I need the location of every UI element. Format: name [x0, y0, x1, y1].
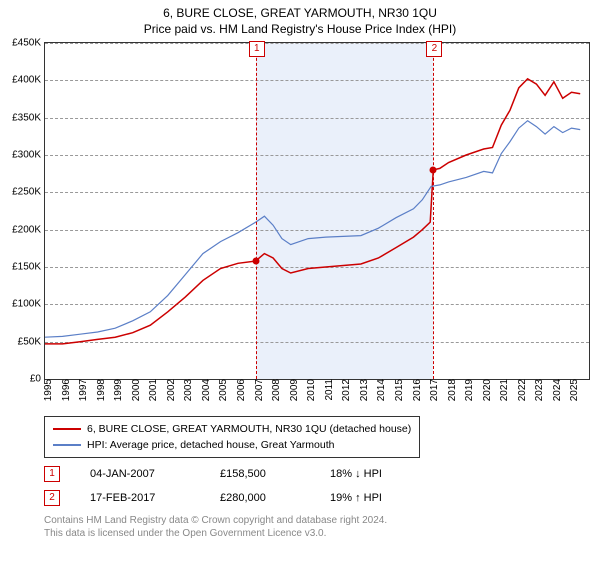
y-axis-label: £250K: [12, 187, 45, 198]
x-axis-label: 2008: [269, 379, 282, 401]
legend-swatch: [53, 444, 81, 446]
footer-line-1: Contains HM Land Registry data © Crown c…: [44, 514, 590, 527]
chart-title: 6, BURE CLOSE, GREAT YARMOUTH, NR30 1QU: [0, 6, 600, 20]
x-axis-label: 2017: [427, 379, 440, 401]
x-axis-label: 1995: [41, 379, 54, 401]
x-axis-label: 2012: [339, 379, 352, 401]
legend-label: HPI: Average price, detached house, Grea…: [87, 437, 334, 453]
transaction-hpi-diff: 18% ↓ HPI: [330, 468, 420, 480]
footer-attribution: Contains HM Land Registry data © Crown c…: [44, 514, 590, 540]
x-axis-label: 2010: [304, 379, 317, 401]
x-axis-label: 2005: [216, 379, 229, 401]
plot-region: £0£50K£100K£150K£200K£250K£300K£350K£400…: [44, 42, 590, 380]
transaction-price: £158,500: [220, 468, 300, 480]
x-axis-label: 2001: [146, 379, 159, 401]
chart-subtitle: Price paid vs. HM Land Registry's House …: [0, 22, 600, 36]
x-axis-label: 2020: [480, 379, 493, 401]
transaction-number-box: 2: [44, 490, 60, 506]
x-axis-label: 1996: [59, 379, 72, 401]
legend-item: HPI: Average price, detached house, Grea…: [53, 437, 411, 453]
x-axis-label: 2000: [129, 379, 142, 401]
x-axis-label: 1997: [76, 379, 89, 401]
y-axis-label: £450K: [12, 38, 45, 49]
y-axis-label: £100K: [12, 299, 45, 310]
x-axis-label: 2007: [252, 379, 265, 401]
series-lines: [45, 43, 589, 379]
x-axis-label: 2021: [497, 379, 510, 401]
legend-item: 6, BURE CLOSE, GREAT YARMOUTH, NR30 1QU …: [53, 421, 411, 437]
x-axis-label: 2006: [234, 379, 247, 401]
transaction-marker-line: 2: [433, 43, 434, 379]
x-axis-label: 2024: [550, 379, 563, 401]
x-axis-label: 2025: [567, 379, 580, 401]
x-axis-label: 2014: [374, 379, 387, 401]
x-axis-label: 2015: [392, 379, 405, 401]
transaction-marker-box: 2: [426, 41, 442, 57]
x-axis-label: 1998: [94, 379, 107, 401]
x-axis-label: 2019: [462, 379, 475, 401]
legend: 6, BURE CLOSE, GREAT YARMOUTH, NR30 1QU …: [44, 416, 420, 458]
y-axis-label: £50K: [18, 336, 45, 347]
x-axis-label: 2004: [199, 379, 212, 401]
y-axis-label: £300K: [12, 150, 45, 161]
transaction-price: £280,000: [220, 492, 300, 504]
transaction-date: 04-JAN-2007: [90, 468, 190, 480]
x-axis-label: 2016: [410, 379, 423, 401]
transactions-table: 1 04-JAN-2007 £158,500 18% ↓ HPI 2 17-FEB-201…: [44, 466, 590, 506]
transaction-dot: [252, 257, 259, 264]
x-axis-label: 2023: [532, 379, 545, 401]
y-axis-label: £200K: [12, 224, 45, 235]
x-axis-label: 2009: [287, 379, 300, 401]
y-axis-label: £400K: [12, 75, 45, 86]
x-axis-label: 2022: [515, 379, 528, 401]
x-axis-label: 2013: [357, 379, 370, 401]
series-price_paid: [45, 79, 580, 344]
transaction-row: 2 17-FEB-2017 £280,000 19% ↑ HPI: [44, 490, 590, 506]
transaction-hpi-diff: 19% ↑ HPI: [330, 492, 420, 504]
x-axis-label: 2002: [164, 379, 177, 401]
transaction-number-box: 1: [44, 466, 60, 482]
legend-swatch: [53, 428, 81, 430]
chart-area: £0£50K£100K£150K£200K£250K£300K£350K£400…: [44, 42, 590, 380]
legend-label: 6, BURE CLOSE, GREAT YARMOUTH, NR30 1QU …: [87, 421, 411, 437]
transaction-marker-line: 1: [256, 43, 257, 379]
transaction-date: 17-FEB-2017: [90, 492, 190, 504]
y-axis-label: £350K: [12, 112, 45, 123]
x-axis-label: 2003: [181, 379, 194, 401]
x-axis-label: 2018: [445, 379, 458, 401]
footer-line-2: This data is licensed under the Open Gov…: [44, 527, 590, 540]
y-axis-label: £150K: [12, 262, 45, 273]
x-axis-label: 1999: [111, 379, 124, 401]
transaction-row: 1 04-JAN-2007 £158,500 18% ↓ HPI: [44, 466, 590, 482]
series-hpi: [45, 121, 580, 338]
transaction-dot: [430, 166, 437, 173]
transaction-marker-box: 1: [249, 41, 265, 57]
x-axis-label: 2011: [322, 379, 335, 401]
